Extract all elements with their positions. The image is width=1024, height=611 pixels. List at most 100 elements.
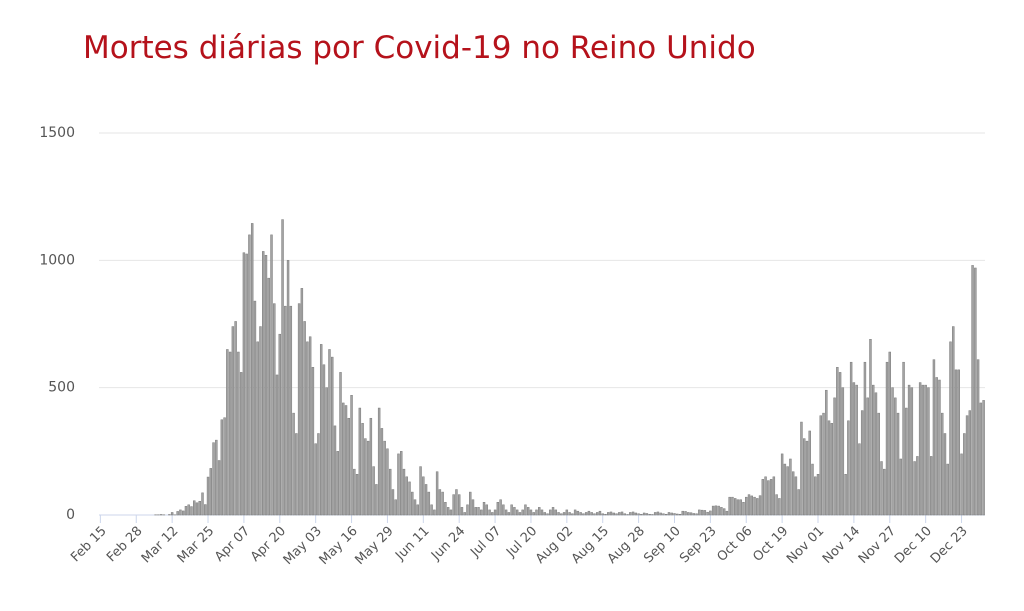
x-tick-label: Aug 02: [533, 524, 576, 567]
bar: [753, 496, 756, 516]
bar: [739, 499, 742, 516]
bar: [620, 511, 624, 516]
bar: [159, 514, 163, 516]
bar: [554, 509, 558, 516]
bar: [571, 513, 574, 516]
bar: [217, 460, 221, 516]
bar: [201, 492, 204, 516]
bar: [284, 305, 287, 516]
bar: [190, 506, 193, 516]
bar: [896, 412, 900, 516]
bar: [797, 489, 800, 516]
bar: [910, 387, 914, 516]
bar: [535, 509, 538, 516]
bar: [524, 504, 527, 516]
bar: [659, 512, 662, 516]
bar: [982, 400, 985, 516]
bar: [584, 512, 588, 516]
bar: [441, 491, 444, 516]
bar: [480, 509, 483, 516]
bar: [598, 510, 602, 516]
bar: [308, 336, 312, 516]
bar: [954, 369, 958, 516]
bar: [965, 415, 969, 516]
bar: [198, 500, 201, 516]
bar: [231, 326, 235, 516]
bar: [557, 512, 560, 516]
bar: [560, 513, 563, 516]
bar: [733, 498, 737, 516]
bar: [976, 359, 980, 516]
bar: [513, 507, 516, 516]
bar: [698, 509, 701, 516]
bar: [720, 507, 723, 516]
bar: [422, 476, 425, 516]
bar: [204, 504, 207, 516]
bar: [607, 512, 610, 516]
bar: [220, 419, 224, 516]
y-tick-label: 1500: [39, 125, 75, 141]
bar: [681, 510, 684, 516]
bar: [612, 512, 615, 516]
bar: [863, 361, 867, 516]
x-tick-label: May 29: [352, 524, 396, 568]
x-tick-label: Aug 28: [605, 524, 648, 567]
bar: [314, 443, 317, 516]
bar: [342, 402, 345, 516]
y-tick-label: 0: [66, 507, 75, 523]
bar: [306, 341, 309, 516]
bar: [239, 372, 243, 516]
bar: [361, 423, 364, 516]
bar: [353, 468, 356, 516]
bar: [883, 468, 886, 516]
bar: [844, 474, 847, 516]
y-tick-label: 1000: [39, 252, 75, 268]
bar: [974, 267, 977, 516]
bar: [452, 494, 455, 516]
bar: [645, 513, 649, 516]
bar: [336, 451, 339, 516]
bar: [800, 421, 803, 516]
bar: [259, 326, 262, 516]
bar: [416, 504, 420, 516]
bar: [778, 498, 781, 516]
bar: [391, 489, 395, 516]
bar: [245, 253, 248, 516]
bar: [673, 513, 676, 516]
bar: [270, 234, 273, 516]
bar: [292, 412, 295, 516]
bar: [206, 476, 210, 516]
bar: [275, 374, 279, 516]
bar: [772, 476, 776, 516]
bar: [526, 507, 530, 516]
bar: [209, 468, 213, 516]
bar: [615, 513, 618, 516]
bar: [808, 430, 811, 516]
bar: [750, 495, 753, 516]
bar: [576, 510, 580, 516]
bar: [482, 502, 486, 516]
bar: [449, 509, 453, 516]
x-tick-label: Apr 07: [212, 524, 253, 565]
bar: [775, 494, 778, 516]
bar: [339, 372, 342, 516]
bar: [466, 504, 469, 516]
bar: [836, 367, 839, 516]
x-tick-label: Oct 06: [714, 524, 755, 565]
bar: [590, 512, 593, 516]
bar: [193, 500, 196, 516]
bar: [971, 265, 974, 516]
bar: [457, 494, 461, 516]
bar: [273, 303, 276, 516]
bar: [355, 474, 359, 516]
bar: [756, 498, 759, 516]
bar: [331, 356, 334, 516]
bar: [168, 514, 171, 516]
bar: [924, 384, 927, 516]
bar: [242, 252, 246, 516]
bar: [212, 442, 215, 516]
x-tick-label: Dec 23: [928, 524, 971, 567]
bar: [303, 321, 306, 516]
bar: [855, 384, 858, 516]
bar: [695, 513, 698, 516]
